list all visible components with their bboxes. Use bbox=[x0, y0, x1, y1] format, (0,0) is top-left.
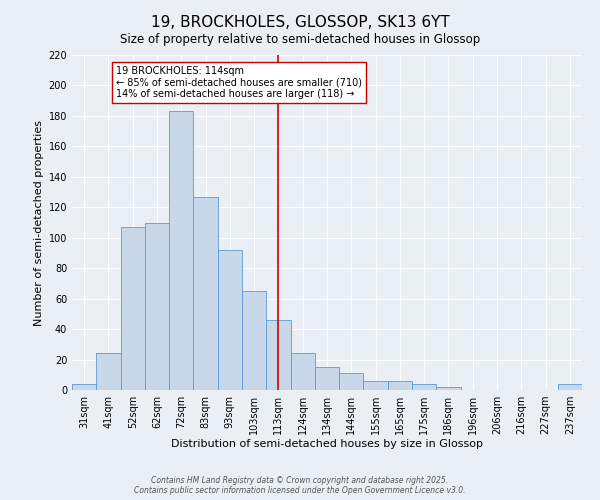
Bar bbox=[96, 354, 121, 390]
X-axis label: Distribution of semi-detached houses by size in Glossop: Distribution of semi-detached houses by … bbox=[171, 438, 483, 448]
Bar bbox=[266, 320, 290, 390]
Y-axis label: Number of semi-detached properties: Number of semi-detached properties bbox=[34, 120, 44, 326]
Bar bbox=[290, 354, 315, 390]
Bar bbox=[436, 387, 461, 390]
Bar bbox=[315, 367, 339, 390]
Bar bbox=[364, 381, 388, 390]
Text: 19 BROCKHOLES: 114sqm
← 85% of semi-detached houses are smaller (710)
14% of sem: 19 BROCKHOLES: 114sqm ← 85% of semi-deta… bbox=[116, 66, 362, 99]
Bar bbox=[218, 250, 242, 390]
Text: Size of property relative to semi-detached houses in Glossop: Size of property relative to semi-detach… bbox=[120, 32, 480, 46]
Bar bbox=[72, 384, 96, 390]
Text: 19, BROCKHOLES, GLOSSOP, SK13 6YT: 19, BROCKHOLES, GLOSSOP, SK13 6YT bbox=[151, 15, 449, 30]
Bar bbox=[242, 291, 266, 390]
Bar bbox=[121, 227, 145, 390]
Bar bbox=[558, 384, 582, 390]
Bar bbox=[339, 373, 364, 390]
Bar bbox=[145, 222, 169, 390]
Text: Contains HM Land Registry data © Crown copyright and database right 2025.
Contai: Contains HM Land Registry data © Crown c… bbox=[134, 476, 466, 495]
Bar bbox=[169, 112, 193, 390]
Bar bbox=[412, 384, 436, 390]
Bar bbox=[193, 196, 218, 390]
Bar bbox=[388, 381, 412, 390]
